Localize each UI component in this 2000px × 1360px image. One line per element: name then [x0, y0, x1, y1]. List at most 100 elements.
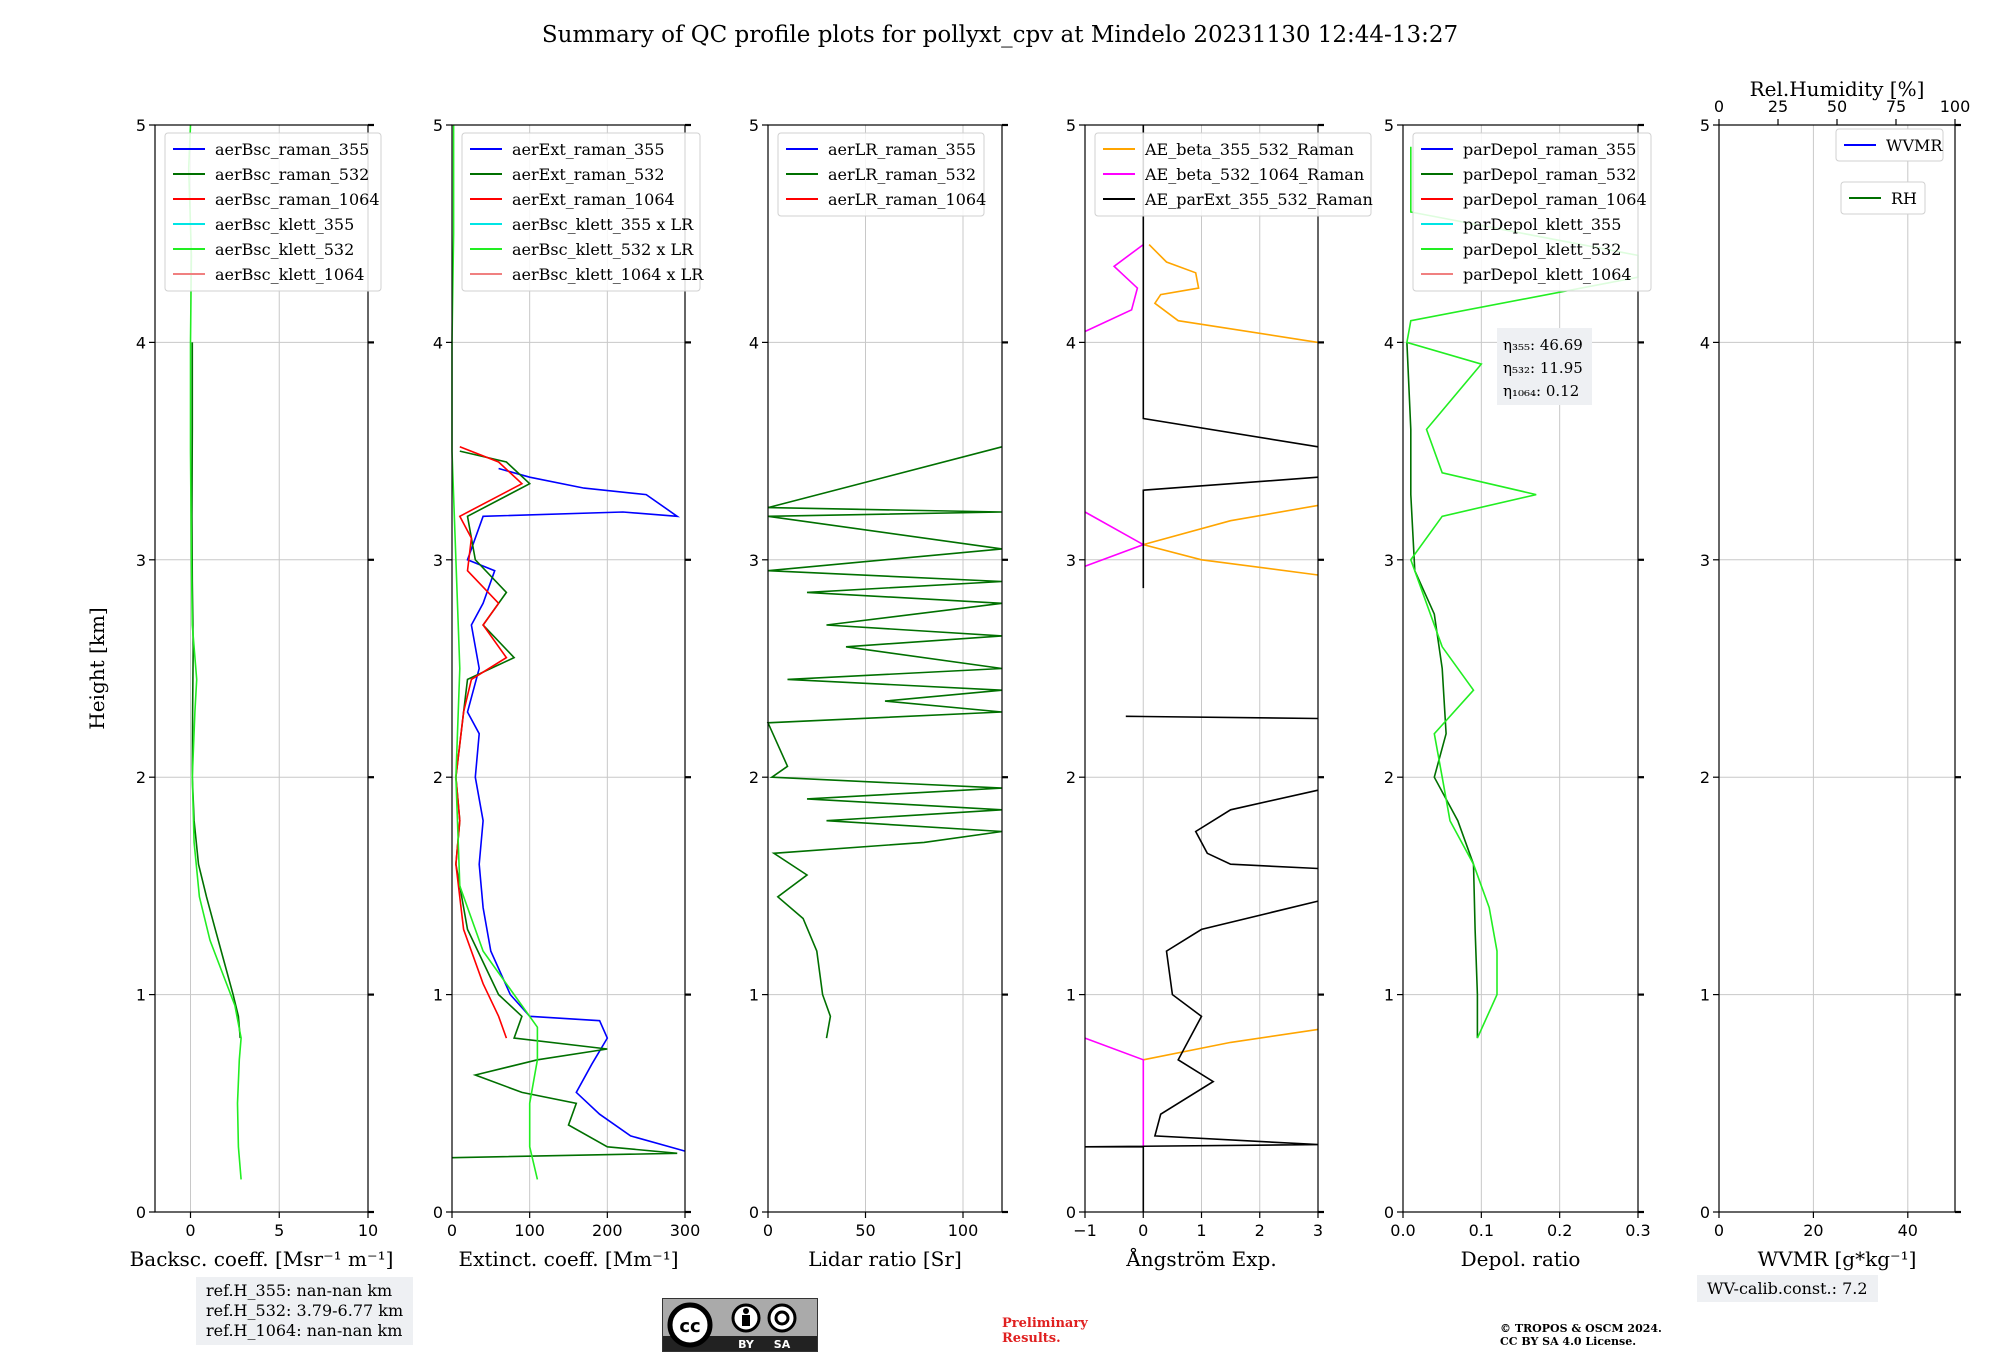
y-tick-label: 3: [136, 551, 146, 570]
legend-label: aerBsc_klett_532: [215, 240, 354, 259]
y-tick-label: 5: [1066, 116, 1076, 135]
x-tick-label: 0: [447, 1221, 457, 1240]
copyright-line-2: CC BY SA 4.0 License.: [1500, 1335, 1637, 1348]
legend-label: parDepol_raman_1064: [1463, 190, 1647, 209]
axes-frame: [1718, 124, 1956, 1213]
legend-frame: [1835, 128, 1944, 162]
legend-label: RH: [1891, 189, 1917, 208]
legend-label: parDepol_klett_1064: [1463, 265, 1632, 284]
legend-frame: [777, 132, 985, 217]
reference-height-box: ref.H_355: nan-nan km ref.H_532: 3.79-6.…: [196, 1277, 414, 1345]
legend-frame: [1840, 181, 1926, 215]
legend-label: aerLR_raman_1064: [828, 190, 986, 209]
x-tick-label: 300: [670, 1221, 701, 1240]
y-tick-label: 3: [1700, 551, 1710, 570]
y-tick-label: 4: [1384, 333, 1394, 352]
y-tick-label: 5: [749, 116, 759, 135]
series-line-AE_beta_532_1064_Raman: [1084, 243, 1146, 1147]
x-tick-label: 20: [1803, 1221, 1823, 1240]
y-tick-label: 2: [1700, 768, 1710, 787]
preliminary-line-1: Preliminary: [1002, 1316, 1088, 1331]
x2-tick-label: 100: [1940, 97, 1971, 116]
x-tick-label: 3: [1313, 1221, 1323, 1240]
axes-frame: [451, 124, 686, 1213]
legend-backscatter: aerBsc_raman_355 aerBsc_raman_532 aerBsc_r…: [164, 132, 382, 292]
legend-label: AE_beta_355_532_Raman: [1144, 140, 1354, 159]
y-tick-label: 3: [1384, 551, 1394, 570]
legend-label: parDepol_klett_532: [1463, 240, 1621, 259]
legend-frame: [461, 132, 701, 292]
x-axis-label: WVMR [g*kg⁻¹]: [1758, 1247, 1917, 1271]
x-tick-label: 0: [1138, 1221, 1148, 1240]
y-tick-label: 4: [433, 333, 443, 352]
x-tick-label: 5: [274, 1221, 284, 1240]
annotation-line: η₃₅₅: 46.69: [1503, 336, 1583, 354]
x-tick-label: 40: [1898, 1221, 1918, 1240]
svg-text:cc: cc: [679, 1316, 700, 1337]
x-tick-label: 0: [763, 1221, 773, 1240]
legend-depol: parDepol_raman_355 parDepol_raman_532 parD…: [1412, 132, 1652, 292]
x-tick-label: 0.3: [1625, 1221, 1650, 1240]
y-tick-label: 5: [1700, 116, 1710, 135]
figure-title: Summary of QC profile plots for pollyxt_…: [541, 22, 1459, 48]
legend-label: parDepol_klett_355: [1463, 215, 1621, 234]
legend-frame: [1412, 132, 1652, 292]
legend-lidar_ratio: aerLR_raman_355 aerLR_raman_532 aerLR_rama…: [777, 132, 986, 217]
legend-label: aerLR_raman_355: [828, 140, 976, 159]
wv-calib-box: WV-calib.const.: 7.2: [1697, 1275, 1878, 1302]
y-tick-label: 0: [749, 1203, 759, 1222]
ref-line-532: ref.H_532: 3.79-6.77 km: [206, 1301, 404, 1320]
x2-tick-label: 50: [1827, 97, 1847, 116]
legend-label: aerBsc_klett_355 x LR: [512, 215, 694, 234]
series-line-AE_parExt_355_532_Raman: [1084, 125, 1319, 1212]
x-tick-label: 10: [358, 1221, 378, 1240]
x-tick-label: 0.2: [1547, 1221, 1572, 1240]
x2-tick-label: 75: [1886, 97, 1906, 116]
legend-box-RH: RH: [1840, 181, 1926, 215]
cc-icon: [667, 1302, 713, 1348]
y-tick-label: 1: [1384, 986, 1394, 1005]
x-axis-label: Extinct. coeff. [Mm⁻¹]: [458, 1247, 678, 1271]
series-line-aerBsc_raman_532: [191, 342, 241, 1039]
axes-frame: [154, 124, 369, 1213]
x-tick-label: 0: [185, 1221, 195, 1240]
x-tick-label: 2: [1255, 1221, 1265, 1240]
y-tick-label: 1: [1700, 986, 1710, 1005]
y-tick-label: 0: [1384, 1203, 1394, 1222]
x-axis-label: Backsc. coeff. [Msr⁻¹ m⁻¹]: [130, 1247, 394, 1271]
legend-angstrom: AE_beta_355_532_Raman AE_beta_532_1064_Ra…: [1094, 132, 1373, 217]
y-tick-label: 5: [136, 116, 146, 135]
series-line-aerExt_raman_532: [451, 450, 678, 1159]
y-tick-label: 1: [749, 986, 759, 1005]
panel-depol: 0.0 0.1 0.2 0.3 0 1 2 3 4 5 Depol. ratio parDepol_r…: [1384, 116, 1652, 1271]
y-tick-label: 4: [749, 333, 759, 352]
y-tick-label: 3: [749, 551, 759, 570]
x-tick-label: 100: [948, 1221, 979, 1240]
y-tick-label: 0: [136, 1203, 146, 1222]
y-tick-label: 3: [433, 551, 443, 570]
legend-label: aerBsc_klett_532 x LR: [512, 240, 694, 259]
ref-line-1064: ref.H_1064: nan-nan km: [206, 1321, 403, 1340]
x-tick-label: 0.0: [1390, 1221, 1415, 1240]
panel-wv: 0 20 40 0 1 2 3 4 5 WVMR [g*kg⁻¹] 0 25 50 75 100 Rel.Hu…: [1700, 77, 1970, 1271]
series-line-aerExt_raman_355: [466, 467, 686, 1152]
series-line-aerExt_raman_1064: [455, 446, 524, 1039]
cc-license-logo: cc BY SA: [662, 1298, 818, 1352]
x-tick-label: 50: [855, 1221, 875, 1240]
axes-frame: [1402, 124, 1639, 1213]
y-tick-label: 1: [433, 986, 443, 1005]
preliminary-note: Preliminary Results.: [1002, 1316, 1088, 1346]
legend-label: aerBsc_raman_1064: [215, 190, 380, 209]
ref-line-355: ref.H_355: nan-nan km: [206, 1281, 393, 1300]
y-tick-label: 2: [1384, 768, 1394, 787]
series-line-parDepol_raman_532: [1406, 342, 1479, 1039]
legend-label: AE_beta_532_1064_Raman: [1144, 165, 1364, 184]
eta-annotation: η₃₅₅: 46.69 η₅₃₂: 11.95 η₁₀₆₄: 0.12: [1497, 328, 1592, 405]
copyright-line-1: © TROPOS & OSCM 2024.: [1500, 1322, 1662, 1335]
series-line-AE_beta_355_532_Raman: [1140, 244, 1319, 1061]
legend-extinction: aerExt_raman_355 aerExt_raman_532 aerExt_r…: [461, 132, 704, 292]
y-tick-label: 2: [433, 768, 443, 787]
y-tick-label: 0: [1700, 1203, 1710, 1222]
y-tick-label: 5: [1384, 116, 1394, 135]
